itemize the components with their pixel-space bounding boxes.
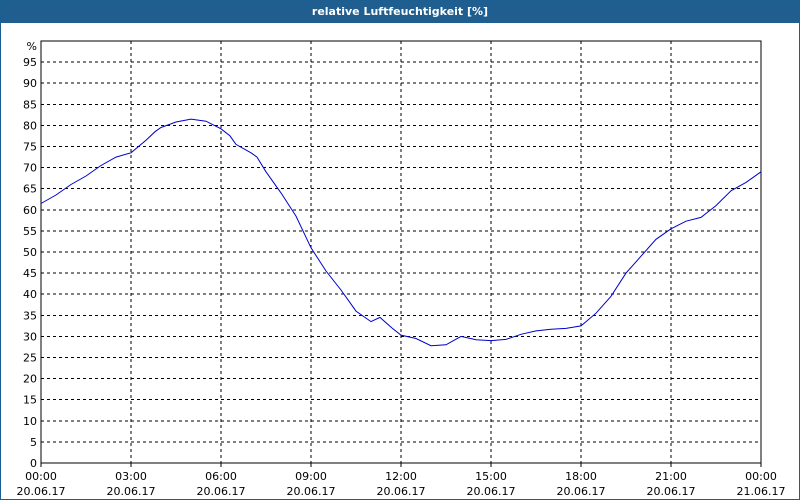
y-tick-label: 90 [23, 77, 37, 90]
y-tick-label: 55 [23, 225, 37, 238]
y-tick-label: 85 [23, 98, 37, 111]
x-tick-time: 09:00 [295, 470, 327, 483]
y-tick-label: 5 [30, 436, 37, 449]
x-tick-time: 12:00 [385, 470, 417, 483]
y-tick-labels: 0 5 10 15 20 25 30 35 40 45 50 55 60 65 70 75 80 85 90 95 [23, 56, 37, 470]
x-tick-date: 20.06.17 [377, 485, 426, 498]
y-tick-label: 10 [23, 415, 37, 428]
y-tick-label: 45 [23, 267, 37, 280]
x-tick-date: 20.06.17 [467, 485, 516, 498]
y-tick-label: 75 [23, 141, 37, 154]
x-tick-date: 20.06.17 [197, 485, 246, 498]
y-tick-label: 0 [30, 457, 37, 470]
plot-border [40, 40, 762, 464]
x-tick-date: 20.06.17 [287, 485, 336, 498]
x-tick-date: 20.06.17 [17, 485, 66, 498]
x-tick-time: 00:00 [25, 470, 57, 483]
x-tick-time: 21:00 [655, 470, 687, 483]
x-tick-time: 03:00 [115, 470, 147, 483]
y-tick-label: 70 [23, 162, 37, 175]
x-tick-time: 00:00 [745, 470, 777, 483]
x-tick-time: 18:00 [565, 470, 597, 483]
y-tick-label: 95 [23, 56, 37, 69]
y-tick-label: 40 [23, 288, 37, 301]
y-axis-label: % [27, 40, 37, 53]
x-tick-date: 20.06.17 [647, 485, 696, 498]
axes [40, 40, 762, 467]
y-tick-label: 60 [23, 204, 37, 217]
line-chart: 0 5 10 15 20 25 30 35 40 45 50 55 60 65 70 75 80 85 90 95 0… [17, 40, 786, 498]
chart-title: relative Luftfeuchtigkeit [%] [1, 1, 799, 23]
y-tick-label: 30 [23, 330, 37, 343]
chart-area: 0 5 10 15 20 25 30 35 40 45 50 55 60 65 70 75 80 85 90 95 0… [1, 23, 799, 499]
y-tick-label: 65 [23, 183, 37, 196]
x-tick-labels: 00:00 20.06.17 03:00 20.06.17 06:00 20.06.17 0… [17, 470, 786, 498]
y-tick-label: 50 [23, 246, 37, 259]
x-tick-time: 15:00 [475, 470, 507, 483]
x-tick-date: 20.06.17 [557, 485, 606, 498]
series-line-humidity [40, 118, 762, 347]
x-tick-time: 06:00 [205, 470, 237, 483]
x-tick-date: 20.06.17 [107, 485, 156, 498]
x-tick-date: 21.06.17 [737, 485, 786, 498]
series-layer [40, 118, 762, 347]
grid-lines [41, 41, 761, 463]
y-tick-label: 25 [23, 352, 37, 365]
y-tick-label: 80 [23, 119, 37, 132]
y-tick-label: 20 [23, 373, 37, 386]
y-tick-label: 35 [23, 309, 37, 322]
y-tick-label: 15 [23, 394, 37, 407]
